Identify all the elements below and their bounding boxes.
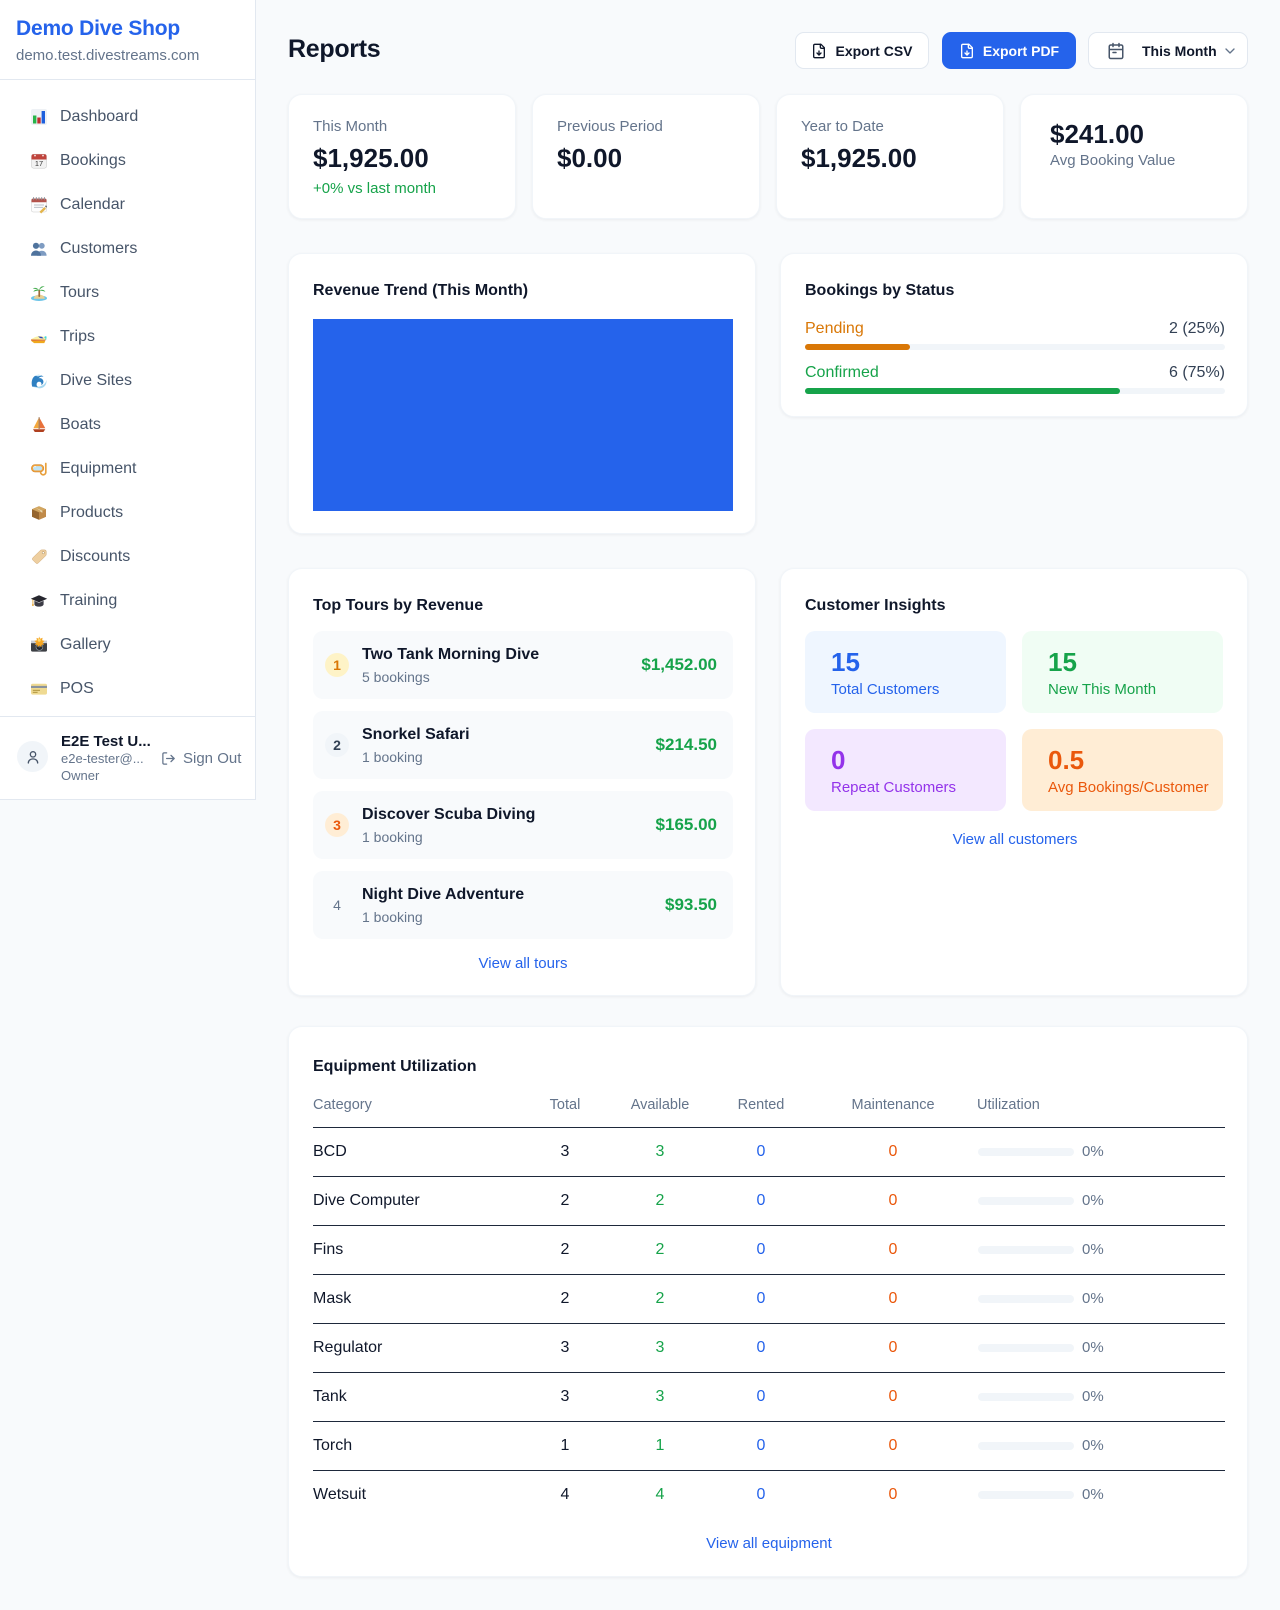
svg-text:17: 17 bbox=[35, 159, 43, 168]
